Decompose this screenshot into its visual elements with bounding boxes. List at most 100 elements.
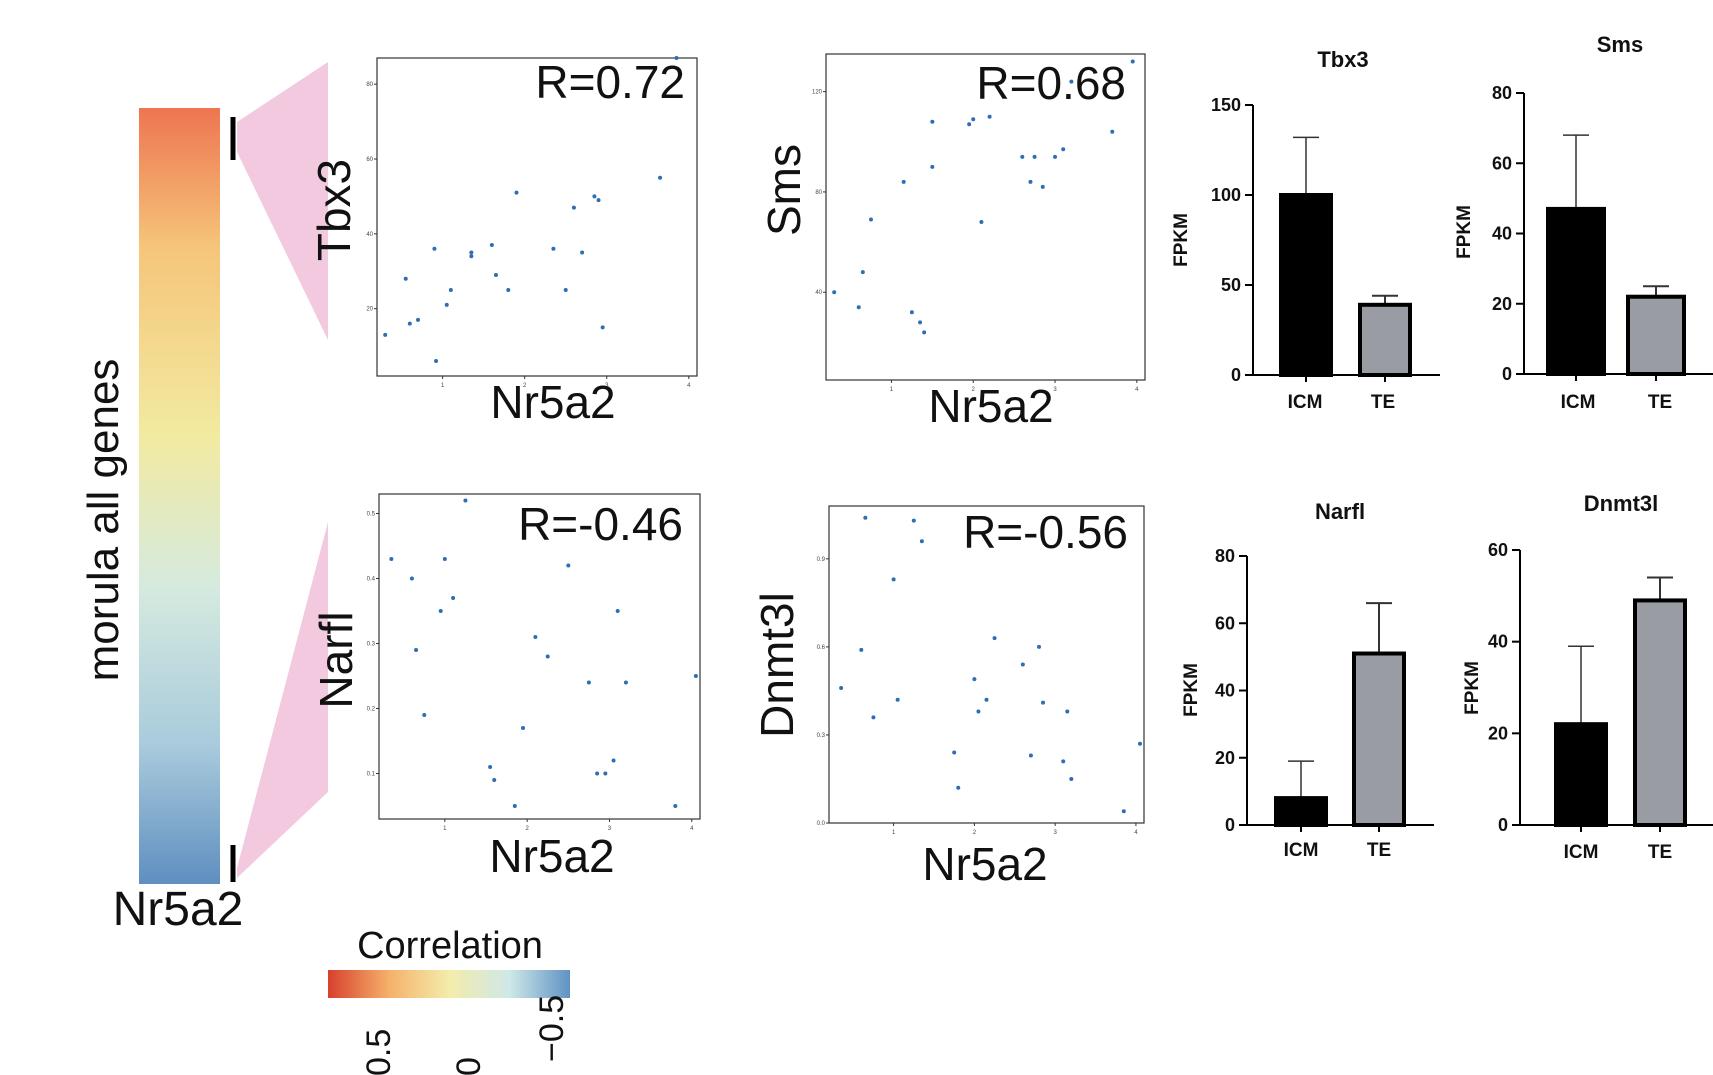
correlation-annotation: R=0.72 <box>535 56 685 108</box>
y-tick-label: 0.9 <box>817 557 826 563</box>
plot-frame <box>376 57 698 377</box>
data-point <box>551 246 556 251</box>
data-point <box>414 648 419 652</box>
y-tick-label: 40 <box>815 290 822 296</box>
data-point <box>1032 154 1037 159</box>
y-tick-label: 100 <box>1211 185 1241 205</box>
data-point <box>1110 129 1115 134</box>
data-point <box>1137 741 1142 746</box>
correlation-annotation: R=-0.56 <box>963 506 1128 558</box>
y-tick-label: 0.3 <box>367 642 376 648</box>
data-point <box>600 325 605 330</box>
x-tick-label: 3 <box>1053 387 1057 393</box>
y-axis-label: FPKM <box>1462 661 1483 715</box>
chart-bar-sms: Sms FPKM 0 20 40 60 80 ICM TE <box>1454 32 1713 413</box>
chart-bar-tbx3: Tbx3 FPKM 0 50 100 150 ICM TE <box>1171 47 1440 413</box>
data-point <box>1028 179 1033 184</box>
data-point <box>592 194 597 199</box>
correlation-legend: Correlation 0.5 0 −0.5 <box>328 925 571 1075</box>
heatbar-bottom-label: Nr5a2 <box>113 883 244 936</box>
data-point <box>444 302 449 307</box>
y-tick-label: 150 <box>1211 95 1241 115</box>
correlation-annotation: R=0.68 <box>976 57 1126 109</box>
data-point <box>521 726 526 730</box>
bar-icm <box>1279 193 1333 377</box>
data-point <box>1053 154 1058 159</box>
x-tick-label: 4 <box>687 383 691 389</box>
x-axis-label: Nr5a2 <box>490 376 615 428</box>
x-axis-label: Nr5a2 <box>489 830 614 882</box>
y-tick-label: 0.2 <box>367 707 376 713</box>
bar-icm <box>1546 206 1606 376</box>
legend-tick-pos: 0.5 <box>360 1029 398 1075</box>
data-point <box>488 765 493 769</box>
data-point <box>469 250 474 255</box>
y-tick-label: 40 <box>1492 224 1512 244</box>
data-point <box>956 785 961 790</box>
data-point <box>952 750 957 755</box>
data-point <box>1121 809 1126 814</box>
data-point <box>407 321 412 326</box>
data-point <box>1061 759 1066 764</box>
y-tick-label: 20 <box>366 307 373 313</box>
data-point <box>514 190 519 195</box>
data-point <box>416 317 421 322</box>
y-tick-label: 80 <box>1215 546 1235 566</box>
bar-chart-title: Tbx3 <box>1317 47 1368 72</box>
x-tick-label: 4 <box>1135 387 1139 393</box>
data-point <box>895 697 900 702</box>
data-point <box>1041 700 1046 705</box>
data-point <box>1040 184 1045 189</box>
x-tick-label: 1 <box>890 387 894 393</box>
data-point <box>489 243 494 248</box>
x-tick-label: TE <box>1648 392 1672 413</box>
y-tick-label: 60 <box>366 157 373 163</box>
x-axis-label: Nr5a2 <box>928 380 1053 432</box>
data-point <box>506 287 511 292</box>
bar-chart-title: Narfl <box>1315 499 1365 524</box>
bar-icm <box>1274 796 1328 827</box>
data-point <box>979 220 984 225</box>
x-tick-label: 2 <box>523 383 527 389</box>
data-point <box>545 654 550 659</box>
data-point <box>615 609 620 613</box>
y-tick-label: 60 <box>1492 153 1512 173</box>
y-tick-label: 0 <box>1225 815 1235 835</box>
x-tick-label: 4 <box>1134 830 1138 836</box>
chart-scatter-tbx3: 1 2 3 4 20 40 60 80 R=0.72 Nr5a2 Tbx3 <box>308 56 698 428</box>
x-tick-label: 2 <box>972 387 976 393</box>
x-tick-label: 2 <box>525 826 529 832</box>
data-point <box>463 498 468 503</box>
legend-tick-neg: −0.5 <box>533 995 571 1062</box>
chart-bar-dnmt3l: Dnmt3l FPKM 0 20 40 60 ICM TE <box>1462 491 1713 863</box>
data-point <box>930 164 935 169</box>
y-tick-label: 0 <box>1502 364 1512 384</box>
data-point <box>492 778 497 782</box>
x-tick-label: 1 <box>441 383 445 389</box>
data-point <box>658 175 663 180</box>
data-point <box>967 122 972 127</box>
data-point <box>1065 709 1070 714</box>
y-axis-label: Sms <box>758 144 810 236</box>
x-tick-label: TE <box>1367 840 1391 861</box>
heatbar-ylabel: morula all genes <box>79 359 128 682</box>
x-tick-label: TE <box>1648 842 1672 863</box>
data-point <box>580 250 585 255</box>
data-point <box>863 515 868 520</box>
y-tick-label: 60 <box>1488 540 1508 560</box>
zoom-wedge-top <box>237 62 328 340</box>
data-point <box>919 539 924 544</box>
x-tick-label: ICM <box>1288 392 1323 413</box>
y-tick-label: 0.5 <box>367 512 376 518</box>
legend-title: Correlation <box>357 925 543 967</box>
bar-te <box>1352 651 1406 828</box>
x-tick-label: ICM <box>1564 842 1599 863</box>
data-point <box>1130 59 1135 64</box>
data-point <box>1028 753 1033 758</box>
legend-tick-zero: 0 <box>450 1057 488 1075</box>
y-tick-label: 50 <box>1221 275 1241 295</box>
data-point <box>693 674 698 678</box>
y-tick-label: 0 <box>1498 815 1508 835</box>
data-point <box>860 270 865 275</box>
